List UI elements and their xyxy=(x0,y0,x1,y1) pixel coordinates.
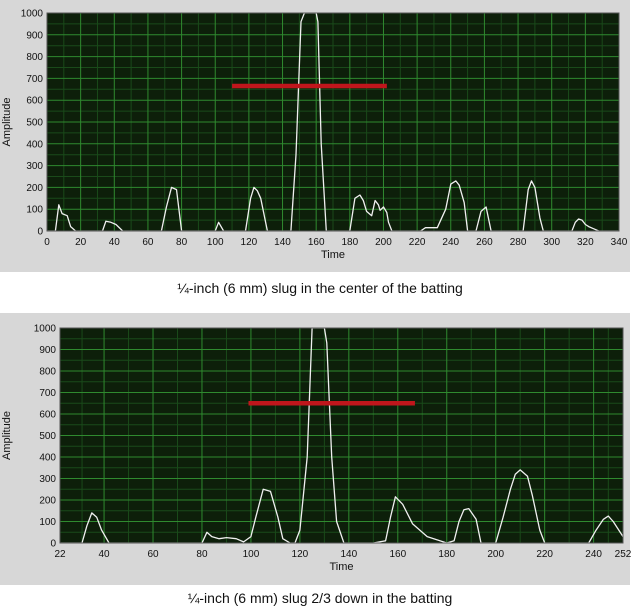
chart-panel-2: 0 100 200 300 400 500 600 700 800 900 1000 22 40 60 80… xyxy=(0,313,640,611)
chart-2-x-tick-label: 80 xyxy=(196,549,208,560)
chart-1-x-tick-label: 320 xyxy=(577,237,594,248)
chart-1-x-tick-label: 180 xyxy=(341,237,358,248)
chart-2-x-tick-label: 120 xyxy=(292,549,309,560)
chart-2-x-tick-label: 22 xyxy=(54,549,66,560)
chart-1-x-tick-label: 120 xyxy=(241,237,258,248)
chart-1-y-tick-label: 400 xyxy=(26,139,43,150)
chart-2-y-tick-label: 400 xyxy=(39,453,56,464)
chart-2-y-tick-label: 900 xyxy=(39,345,56,356)
chart-2-y-tick-label: 1000 xyxy=(34,324,57,335)
chart-2-x-tick-label: 200 xyxy=(487,549,504,560)
chart-2-x-tick-label: 100 xyxy=(243,549,260,560)
chart-2-caption: ¼-inch (6 mm) slug 2/3 down in the batti… xyxy=(187,590,453,606)
chart-2-x-tick-label: 160 xyxy=(389,549,406,560)
chart-1-x-tick-label: 0 xyxy=(44,237,50,248)
chart-2-grid xyxy=(59,327,624,544)
chart-panel-1: 0 100 200 300 400 500 600 700 800 900 1000 0 20 40 60 8… xyxy=(0,0,640,300)
chart-1-y-axis-label: Amplitude xyxy=(1,98,13,147)
chart-1-y-tick-label: 300 xyxy=(26,161,43,172)
chart-1-x-tick-label: 280 xyxy=(510,237,527,248)
chart-2-y-tick-label: 200 xyxy=(39,496,56,507)
chart-2-y-tick-label: 800 xyxy=(39,367,56,378)
chart-2-x-tick-label: 140 xyxy=(340,549,357,560)
chart-1-x-tick-label: 140 xyxy=(274,237,291,248)
chart-2-y-tick-label: 0 xyxy=(50,539,56,550)
chart-2-x-tick-label: 240 xyxy=(585,549,602,560)
chart-2-series-line-1 xyxy=(60,328,623,543)
chart-1-x-tick-label: 80 xyxy=(176,237,188,248)
chart-2-y-tick-label: 500 xyxy=(39,431,56,442)
chart-2-y-tick-label: 700 xyxy=(39,388,56,399)
chart-2-y-tick-label: 100 xyxy=(39,517,56,528)
chart-1-x-tick-label: 160 xyxy=(308,237,325,248)
chart-1-x-tick-label: 260 xyxy=(476,237,493,248)
chart-2-x-tick-label: 220 xyxy=(536,549,553,560)
chart-2-y-tick-label: 600 xyxy=(39,410,56,421)
chart-2: 0 100 200 300 400 500 600 700 800 900 1000 22 40 60 80… xyxy=(0,313,632,585)
chart-1-x-tick-label: 20 xyxy=(75,237,87,248)
chart-1: 0 100 200 300 400 500 600 700 800 900 1000 0 20 40 60 8… xyxy=(0,0,630,272)
chart-1-y-tick-label: 1000 xyxy=(21,9,44,20)
chart-1-y-tick-label: 800 xyxy=(26,52,43,63)
chart-1-x-tick-label: 220 xyxy=(409,237,426,248)
chart-1-x-tick-label: 40 xyxy=(109,237,121,248)
chart-1-x-tick-label: 60 xyxy=(142,237,154,248)
chart-1-x-tick-label: 340 xyxy=(611,237,628,248)
chart-2-x-tick-label: 252 xyxy=(615,549,632,560)
chart-1-x-tick-label: 300 xyxy=(543,237,560,248)
chart-1-y-tick-label: 700 xyxy=(26,74,43,85)
chart-1-y-tick-label: 0 xyxy=(37,227,43,238)
chart-1-caption: ¼-inch (6 mm) slug in the center of the … xyxy=(177,280,463,296)
chart-1-y-tick-label: 100 xyxy=(26,205,43,216)
chart-2-x-axis-label: Time xyxy=(329,561,353,573)
chart-1-y-tick-label: 900 xyxy=(26,30,43,41)
chart-2-x-tick-label: 60 xyxy=(147,549,159,560)
chart-1-series-line-1 xyxy=(47,13,619,231)
chart-1-x-axis-label: Time xyxy=(321,249,345,261)
chart-2-y-axis-label: Amplitude xyxy=(1,411,13,460)
chart-1-plot-border xyxy=(46,12,620,232)
chart-2-plot-border xyxy=(59,327,624,544)
chart-1-y-tick-label: 600 xyxy=(26,96,43,107)
chart-1-y-tick-label: 200 xyxy=(26,183,43,194)
chart-1-y-tick-label: 500 xyxy=(26,118,43,129)
chart-2-x-tick-label: 180 xyxy=(438,549,455,560)
chart-2-y-tick-label: 300 xyxy=(39,474,56,485)
chart-2-x-tick-label: 40 xyxy=(98,549,110,560)
chart-1-x-tick-label: 100 xyxy=(207,237,224,248)
chart-1-x-tick-label: 240 xyxy=(442,237,459,248)
chart-1-grid xyxy=(46,12,620,232)
chart-1-x-tick-label: 200 xyxy=(375,237,392,248)
